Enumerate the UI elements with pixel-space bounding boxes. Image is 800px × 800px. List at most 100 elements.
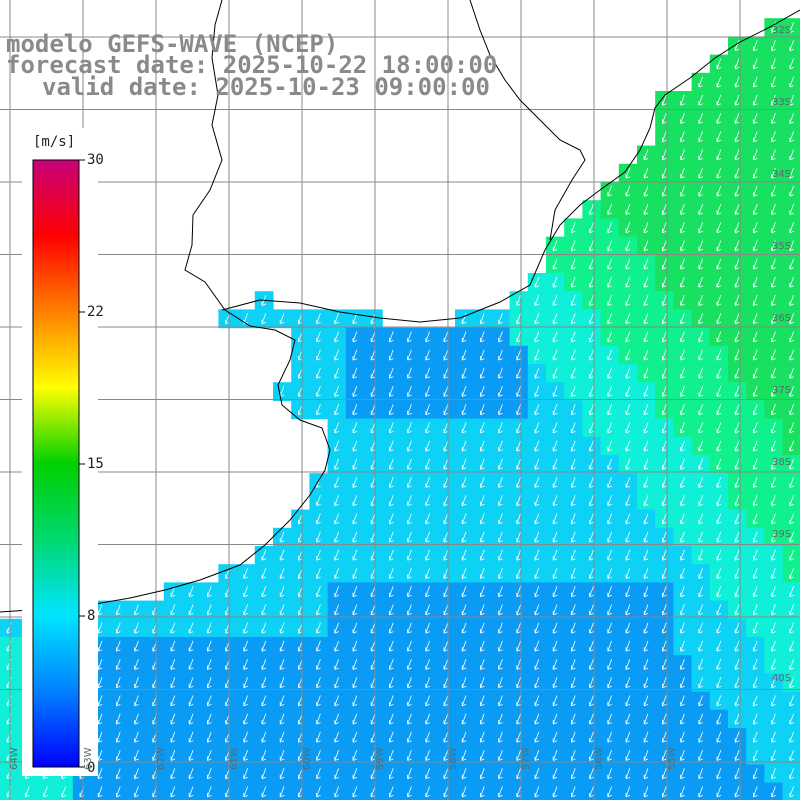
wind-arrow [25,786,30,798]
wind-arrow [716,294,722,306]
wind-arrow [480,713,485,725]
wind-arrow [534,513,540,525]
wind-arrow [516,695,521,707]
wind-arrow [625,567,631,579]
wind-arrow [498,385,503,397]
wind-arrow [753,203,758,215]
wind-arrow [680,622,685,634]
wind-arrow [643,749,649,761]
wind-arrow [771,440,776,452]
wind-arrow [407,586,412,598]
lon-label-56w: 56W [594,747,605,770]
wind-arrow [498,349,503,361]
wind-arrow [516,622,521,634]
wind-arrow [698,640,703,652]
wind-arrow [716,222,722,234]
wind-arrow [534,549,540,561]
wind-arrow [61,786,66,798]
wind-arrow [771,404,776,416]
wind-arrow [389,367,394,379]
wind-arrow [662,658,667,670]
wind-arrow [352,731,358,743]
wind-arrow [443,695,449,707]
wind-arrow [116,713,121,725]
wind-speed-field [0,18,800,800]
wind-arrow [534,313,540,325]
wind-arrow [334,604,339,616]
wind-arrow [698,276,703,288]
wind-arrow [753,495,758,507]
wind-arrow [771,677,776,689]
wind-arrow [443,349,449,361]
wind-arrow [461,440,467,452]
wind-arrow [316,749,321,761]
wind-arrow [498,622,503,634]
wind-arrow [261,567,267,579]
wind-arrow [552,458,558,470]
wind-arrow [279,731,285,743]
wind-arrow [389,567,394,579]
wind-arrow [480,349,485,361]
wind-arrow [389,768,394,780]
wind-arrow [352,404,358,416]
wind-arrow [625,586,631,598]
wind-arrow [425,622,430,634]
wind-arrow [771,112,776,124]
wind-arrow [643,167,649,179]
wind-arrow [771,222,776,234]
wind-arrow [389,531,394,543]
wind-arrow [698,531,703,543]
wind-arrow [480,331,485,343]
wind-arrow [261,622,267,634]
wind-arrow [753,276,758,288]
wind-arrow [425,658,430,670]
wind-arrow [498,640,503,652]
wind-arrow [461,385,467,397]
wind-arrow [662,786,667,798]
wind-arrow [789,167,794,179]
wind-arrow [498,313,503,325]
wind-arrow [461,604,467,616]
wind-arrow [607,586,612,598]
wind-arrow [698,167,703,179]
wind-arrow [716,276,722,288]
wind-arrow [97,658,103,670]
wind-arrow [516,531,521,543]
wind-arrow [662,768,667,780]
model-title: modelo GEFS-WAVE (NCEP) [6,30,339,58]
wind-arrow [389,658,394,670]
wind-arrow [316,677,321,689]
wind-arrow [589,476,594,488]
wind-arrow [261,749,267,761]
wind-arrow [571,476,576,488]
wind-arrow [734,677,740,689]
wind-arrow [789,40,794,52]
wind-arrow [607,768,612,780]
wind-arrow [643,768,649,780]
wind-arrow [480,495,485,507]
wind-arrow [516,749,521,761]
wind-arrow [43,786,48,798]
forecast-date: forecast date: 2025-10-22 18:00:00 [6,51,498,79]
wind-arrow [789,604,794,616]
wind-arrow [243,749,248,761]
wind-arrow [316,567,321,579]
wind-arrow [188,713,194,725]
wind-arrow [753,331,758,343]
wind-arrow [316,713,321,725]
wind-arrow [771,149,776,161]
wind-arrow [643,240,649,252]
wind-arrow [389,549,394,561]
wind-arrow [516,658,521,670]
wind-arrow [716,695,722,707]
wind-arrow [716,367,722,379]
wind-arrow [170,695,176,707]
wind-arrow [789,749,794,761]
wind-arrow [389,604,394,616]
wind-arrow [97,604,103,616]
wind-arrow [734,313,740,325]
wind-arrow [662,695,667,707]
wind-arrow [589,622,594,634]
wind-arrow [662,640,667,652]
wind-arrow [425,695,430,707]
